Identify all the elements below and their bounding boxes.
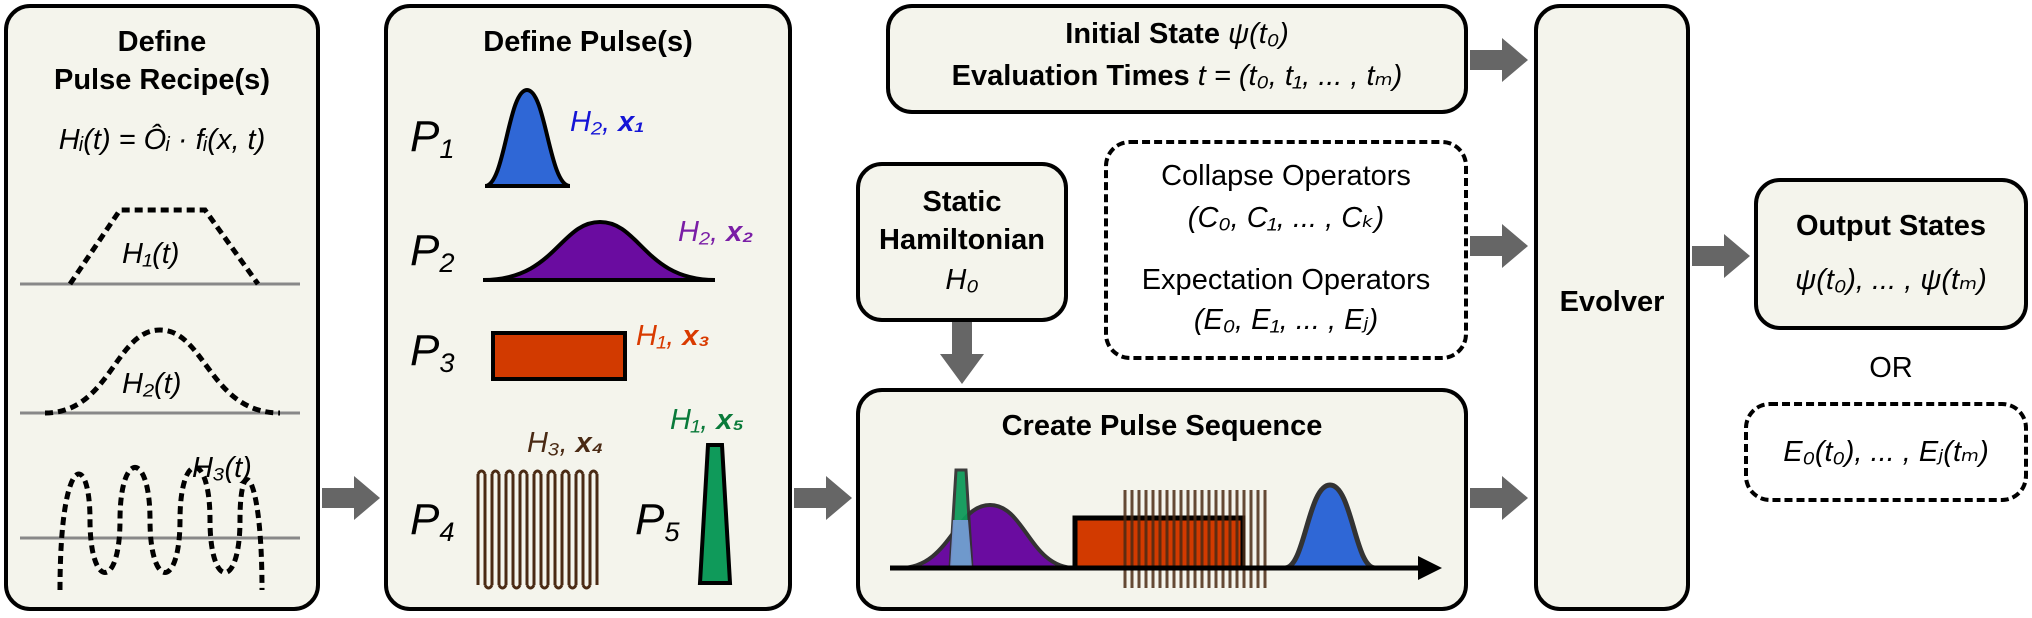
pulse-label-1: P1 [410,112,455,164]
collapse-title: Collapse Operators [1161,160,1411,192]
recipe-curves [20,207,300,591]
operators-panel [1104,140,1468,360]
evolver-panel [1534,4,1690,611]
trapezoid-shape [67,207,261,286]
expectation-output-panel [1744,402,2028,502]
static-hamiltonian-panel [856,162,1068,322]
recipes-title-line1: Define [117,26,207,58]
pulse-param-5: H₁, x₅ [670,404,744,436]
time-axis-arrowhead [1418,556,1442,580]
or-label: OR [1869,352,1913,384]
seq-pulse-purple [899,502,1076,570]
pulse-label-5: P5 [635,495,680,547]
collapse-list: (C₀, C₁, ... , Cₖ) [1187,202,1385,234]
pulse-param-2: H₂, x₂ [678,216,754,248]
arrow-operators-to-evolver [1470,224,1528,268]
arrow-initial-to-evolver [1470,38,1528,82]
gaussian-shape [44,327,281,416]
evolver-label: Evolver [1559,286,1665,318]
pulse-shape-4 [476,469,599,590]
pulse-shape-1 [484,87,571,188]
pulse-param-4: H₃, x₄ [527,427,604,459]
arrow-recipes-to-pulses [322,476,380,520]
recipes-title-line2: Pulse Recipe(s) [54,64,270,96]
static-line3: H₀ [945,264,979,296]
output-states: ψ(t₀), ... , ψ(tₘ) [1795,264,1987,296]
arrow-pulses-to-sequence [794,476,852,520]
static-line1: Static [922,186,1002,218]
initial-state-line: Initial State ψ(t₀) [1065,18,1289,50]
pulse-shape-5 [697,443,733,585]
output-title: Output States [1795,210,1987,242]
sequence-plot [890,468,1442,588]
pulse-recipes-panel [4,4,320,611]
recipe-h1-label: H₁(t) [122,238,180,270]
pulse-param-1: H₂, x₁ [570,106,645,138]
expectation-title: Expectation Operators [1141,264,1431,296]
oscillation-shape [57,465,265,591]
static-line2: Hamiltonian [879,224,1045,256]
expectation-list: (E₀, E₁, ... , Eⱼ) [1193,304,1379,336]
output-states-panel [1754,178,2028,330]
seq-overlap [950,520,972,568]
arrow-sequence-to-evolver [1470,476,1528,520]
pulse-param-3: H₁, x₃ [636,320,710,352]
seq-pulse-blue [1284,482,1376,571]
pulse-shapes [476,87,733,590]
seq-pulse-brown [1123,490,1267,588]
sequence-title: Create Pulse Sequence [1001,410,1323,442]
initial-state-panel [886,4,1468,114]
pulse-label-4: P4 [410,495,455,547]
pulse-label-3: P3 [410,326,455,378]
recipe-h3-label: H₃(t) [192,452,252,484]
pulse-shape-3 [491,331,627,381]
recipe-formula: Hᵢ(t) = Ôᵢ · fᵢ(x, t) [58,124,266,156]
recipe-h2-label: H₂(t) [122,368,182,400]
arrow-static-to-sequence [940,322,984,384]
pulse-shape-2 [482,219,716,282]
pulse-label-2: P2 [410,226,455,278]
expectation-output: E₀(t₀), ... , Eⱼ(tₘ) [1783,436,1989,468]
evaluation-times-line: Evaluation Times t = (t₀, t₁, ... , tₘ) [951,60,1403,92]
pulses-title: Define Pulse(s) [483,26,693,58]
arrow-evolver-to-output [1692,234,1750,278]
